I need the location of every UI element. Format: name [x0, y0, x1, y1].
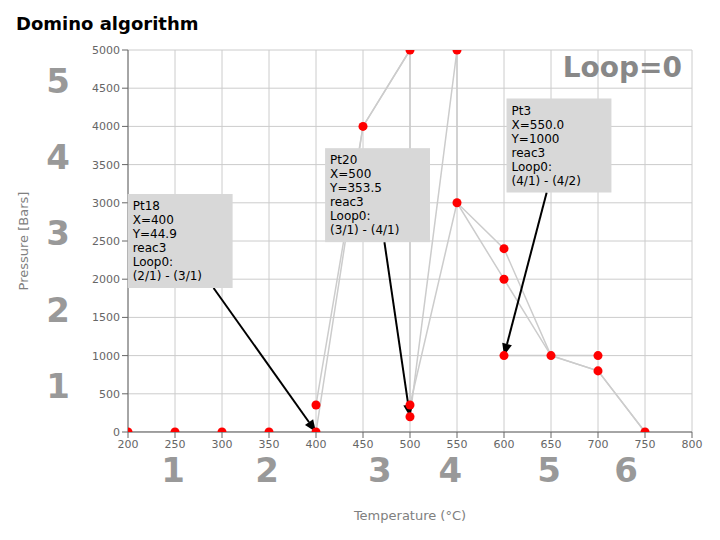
svg-text:5000: 5000	[92, 44, 120, 57]
svg-text:500: 500	[99, 388, 120, 401]
svg-text:6: 6	[614, 450, 638, 490]
svg-text:1: 1	[161, 450, 185, 490]
svg-text:200: 200	[118, 438, 139, 451]
svg-text:4000: 4000	[92, 120, 120, 133]
svg-text:4: 4	[46, 137, 70, 177]
svg-text:750: 750	[635, 438, 656, 451]
svg-text:5: 5	[537, 450, 561, 490]
svg-text:Pt18X=400Y=44.9reac3Loop0:(2/1: Pt18X=400Y=44.9reac3Loop0:(2/1) - (3/1)	[132, 199, 202, 283]
svg-text:2500: 2500	[92, 235, 120, 248]
svg-text:4500: 4500	[92, 82, 120, 95]
svg-text:450: 450	[353, 438, 374, 451]
svg-text:600: 600	[494, 438, 515, 451]
svg-text:Temperature (°C): Temperature (°C)	[353, 508, 466, 523]
svg-text:1000: 1000	[92, 350, 120, 363]
svg-text:3500: 3500	[92, 159, 120, 172]
svg-text:3: 3	[368, 450, 392, 490]
svg-text:300: 300	[212, 438, 233, 451]
svg-text:650: 650	[541, 438, 562, 451]
svg-text:2000: 2000	[92, 273, 120, 286]
svg-text:0: 0	[113, 426, 120, 439]
svg-text:800: 800	[682, 438, 703, 451]
svg-text:250: 250	[165, 438, 186, 451]
html-text:Domino algorithm: Domino algorithm	[16, 13, 199, 34]
svg-text:Pressure [Bars]: Pressure [Bars]	[16, 192, 31, 291]
svg-text:5: 5	[46, 61, 70, 101]
svg-text:1: 1	[46, 366, 70, 406]
svg-text:3000: 3000	[92, 197, 120, 210]
svg-text:1500: 1500	[92, 311, 120, 324]
svg-text:700: 700	[588, 438, 609, 451]
svg-text:350: 350	[259, 438, 280, 451]
svg-text:2: 2	[255, 450, 279, 490]
svg-text:Pt3X=550.0Y=1000reac3Loop0:(4/: Pt3X=550.0Y=1000reac3Loop0:(4/1) - (4/2)	[511, 104, 581, 188]
svg-text:2: 2	[46, 290, 70, 330]
svg-text:Loop=0: Loop=0	[563, 51, 682, 84]
svg-text:3: 3	[46, 213, 70, 253]
svg-text:4: 4	[439, 450, 463, 490]
svg-text:400: 400	[306, 438, 327, 451]
svg-text:Pt20X=500Y=353.5reac3Loop0:(3/: Pt20X=500Y=353.5reac3Loop0:(3/1) - (4/1)	[329, 153, 399, 237]
svg-text:500: 500	[400, 438, 421, 451]
svg-text:550: 550	[447, 438, 468, 451]
